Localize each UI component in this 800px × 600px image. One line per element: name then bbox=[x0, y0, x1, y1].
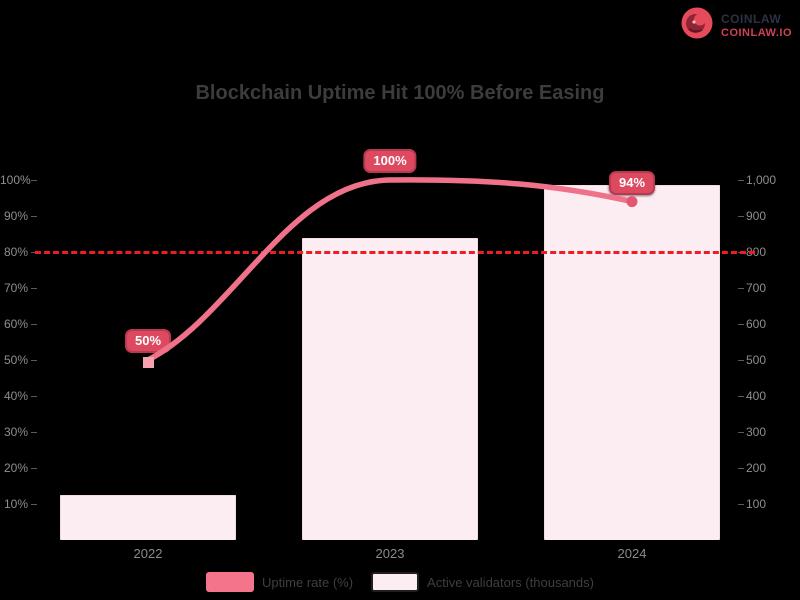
y-axis-tickmark-right bbox=[738, 180, 744, 181]
y-axis-tickmark-left bbox=[31, 504, 37, 505]
y-axis-tick-right: 900 bbox=[746, 209, 767, 223]
y-axis-tickmark-left bbox=[31, 252, 37, 253]
y-axis-tick-left: 10% bbox=[3, 497, 28, 511]
bar-2023 bbox=[302, 237, 478, 540]
target-line bbox=[35, 250, 755, 254]
chart-title: Blockchain Uptime Hit 100% Before Easing bbox=[195, 82, 605, 104]
y-axis-tick-left: 80% bbox=[3, 245, 28, 259]
y-axis-tick-left: 90% bbox=[3, 209, 28, 223]
brand-logo-text: COINLAW COINLAW.IO bbox=[721, 12, 792, 40]
y-axis-tick-left: 70% bbox=[3, 281, 28, 295]
y-axis-tick-right: 1,000 bbox=[746, 173, 777, 187]
y-axis-tickmark-left bbox=[31, 288, 37, 289]
logo-lion-icon bbox=[680, 6, 714, 45]
y-axis-tick-left: 40% bbox=[3, 389, 28, 403]
legend-item-bar: Active validators (thousands) bbox=[371, 572, 594, 592]
y-axis-tickmark-right bbox=[738, 360, 744, 361]
y-axis-tick-left: 60% bbox=[3, 317, 28, 331]
legend-label-bar: Active validators (thousands) bbox=[427, 574, 594, 590]
y-axis-tick-right: 100 bbox=[746, 497, 767, 511]
bar-2024 bbox=[544, 185, 720, 540]
bar-2022 bbox=[60, 495, 236, 540]
y-axis-tick-right: 300 bbox=[746, 425, 767, 439]
data-label-2024: 94% bbox=[608, 170, 656, 195]
y-axis-tickmark-right bbox=[738, 216, 744, 217]
y-axis-tick-right: 800 bbox=[746, 245, 767, 259]
brand-logo: COINLAW COINLAW.IO bbox=[680, 6, 792, 45]
y-axis-tickmark-left bbox=[31, 396, 37, 397]
y-axis-tickmark-right bbox=[738, 504, 744, 505]
y-axis-tickmark-right bbox=[738, 468, 744, 469]
x-axis-label: 2024 bbox=[617, 546, 647, 561]
y-axis-tick-right: 500 bbox=[746, 353, 767, 367]
y-axis-tick-right: 600 bbox=[746, 317, 767, 331]
y-axis-tickmark-right bbox=[738, 432, 744, 433]
y-axis-tickmark-left bbox=[31, 432, 37, 433]
y-axis-tickmark-left bbox=[31, 360, 37, 361]
legend-item-line: Uptime rate (%) bbox=[206, 572, 353, 592]
brand-domain: COINLAW.IO bbox=[721, 26, 792, 39]
y-axis-tick-left: 30% bbox=[3, 425, 28, 439]
y-axis-tick-right: 400 bbox=[746, 389, 767, 403]
legend: Uptime rate (%) Active validators (thous… bbox=[0, 572, 800, 592]
data-label-2023: 100% bbox=[363, 149, 417, 173]
y-axis-tickmark-right bbox=[738, 324, 744, 325]
x-axis-label: 2023 bbox=[375, 546, 405, 561]
y-axis-tickmark-left bbox=[31, 324, 37, 325]
y-axis-tickmark-left bbox=[31, 468, 37, 469]
legend-label-line: Uptime rate (%) bbox=[262, 574, 354, 590]
y-axis-tick-right: 700 bbox=[746, 281, 767, 295]
y-axis-tickmark-right bbox=[738, 396, 744, 397]
y-axis-tick-left: 50% bbox=[3, 353, 28, 367]
y-axis-tick-right: 200 bbox=[746, 461, 767, 475]
brand-name: COINLAW bbox=[721, 11, 782, 26]
y-axis-tickmark-left bbox=[31, 216, 37, 217]
legend-swatch-bar bbox=[371, 572, 420, 592]
data-label-2022: 50% bbox=[124, 329, 172, 353]
y-axis-tick-left: 100% bbox=[0, 173, 31, 187]
y-axis-tickmark-left bbox=[31, 180, 37, 181]
legend-swatch-line bbox=[206, 572, 255, 592]
x-axis-label: 2022 bbox=[133, 546, 163, 561]
y-axis-tick-left: 20% bbox=[3, 461, 28, 475]
y-axis-tickmark-right bbox=[738, 288, 744, 289]
